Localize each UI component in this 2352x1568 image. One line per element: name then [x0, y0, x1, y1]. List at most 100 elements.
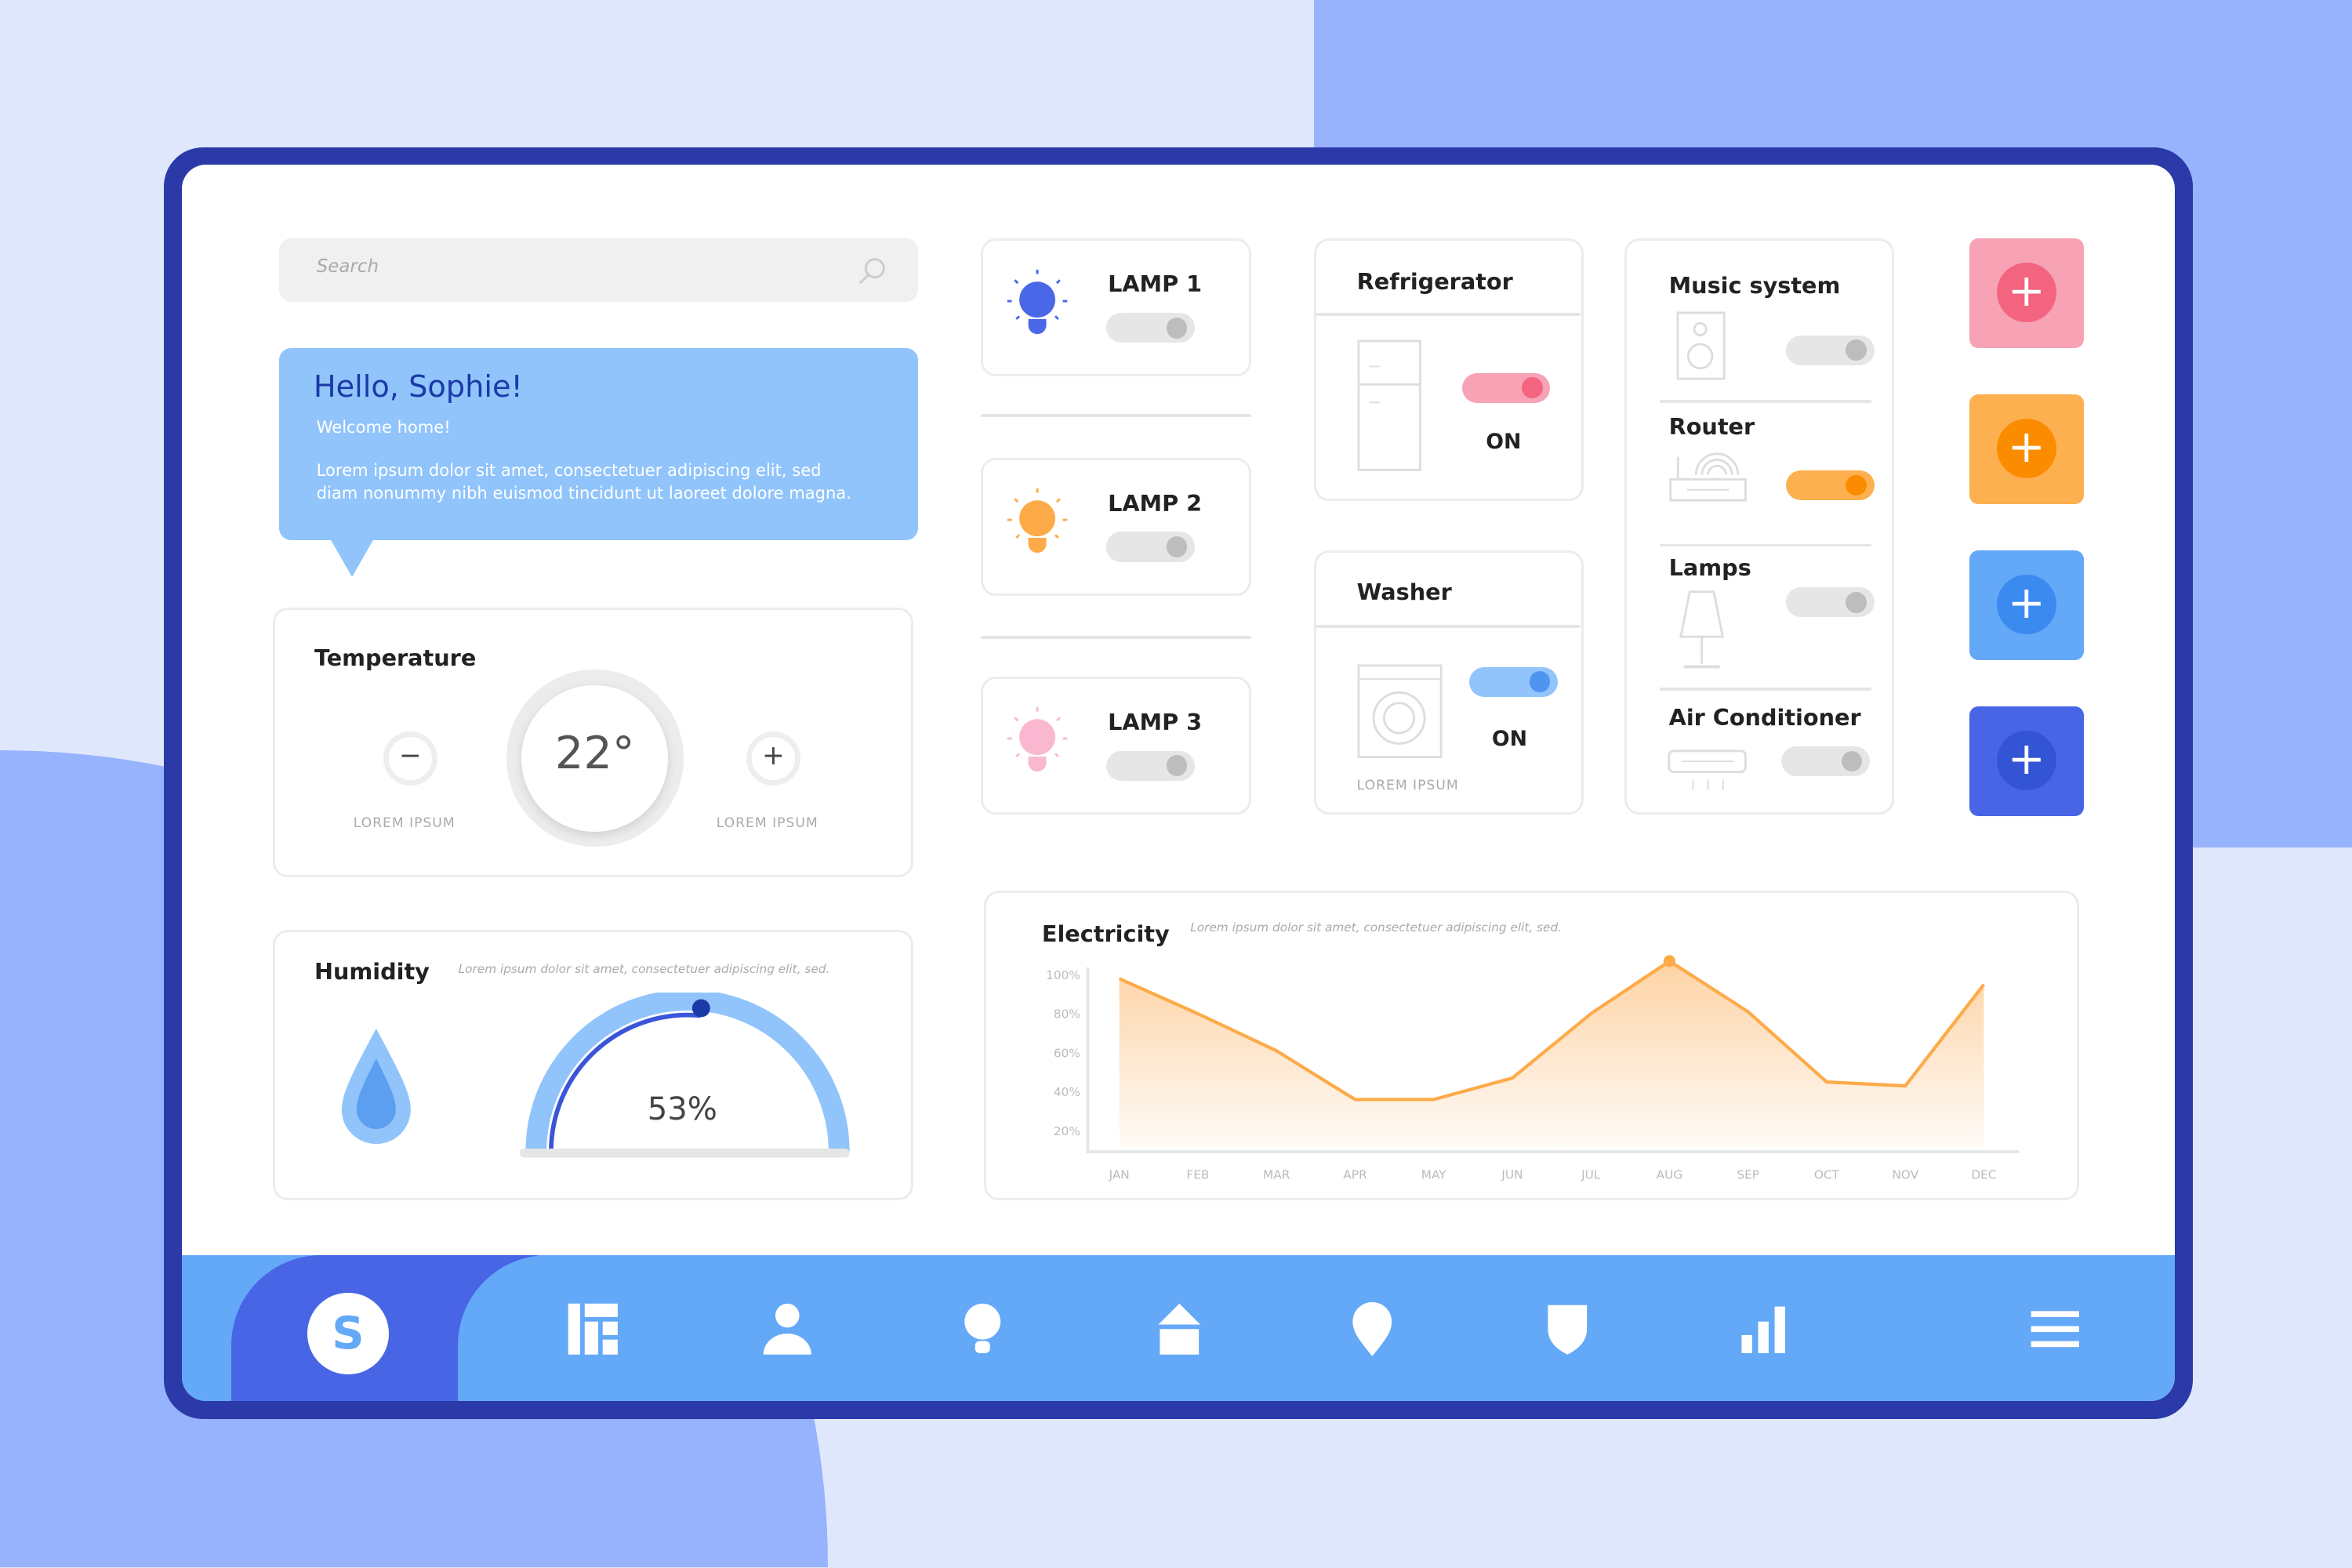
- plus-icon: +: [1996, 730, 2057, 791]
- device-label-router: Router: [1668, 413, 1755, 441]
- menu-icon[interactable]: [2025, 1299, 2085, 1359]
- greeting-subtitle: Welcome home!: [316, 416, 451, 437]
- data-point-highlight[interactable]: [1663, 955, 1675, 967]
- lamp-card: LAMP 2: [981, 457, 1251, 596]
- temperature-increase-button[interactable]: +: [746, 731, 800, 786]
- divider: [981, 414, 1251, 417]
- x-tick-label: AUG: [1656, 1168, 1682, 1182]
- lamp-label: LAMP 3: [1108, 709, 1203, 736]
- router-icon: [1669, 452, 1747, 502]
- lamp-toggle[interactable]: [1106, 532, 1196, 562]
- x-tick-label: JAN: [1108, 1168, 1129, 1182]
- add-device-button[interactable]: +: [1969, 706, 2084, 816]
- add-device-button[interactable]: +: [1969, 238, 2084, 348]
- music-system-toggle[interactable]: [1785, 335, 1875, 365]
- gauge-marker: [692, 999, 711, 1018]
- divider: [1316, 624, 1581, 628]
- greeting-bubble: Hello, Sophie! Welcome home! Lorem ipsum…: [278, 347, 918, 540]
- x-tick-label: NOV: [1892, 1168, 1918, 1182]
- search-icon[interactable]: [855, 255, 888, 288]
- add-device-button[interactable]: +: [1969, 550, 2084, 660]
- washer-toggle[interactable]: [1469, 666, 1559, 697]
- greeting-body: diam nonummy nibh euismod tincidunt ut l…: [316, 483, 851, 503]
- x-tick-label: APR: [1343, 1168, 1367, 1182]
- avatar[interactable]: S: [307, 1293, 389, 1374]
- electricity-chart: 100% 80% 60% 40% 20% JAN FEB MAR APR MAY JUN JUL AUG…: [1046, 955, 2020, 1182]
- gauge-level: [549, 1012, 702, 1152]
- dial-face: [521, 684, 669, 832]
- x-tick-label: MAR: [1263, 1168, 1290, 1182]
- humidity-value: 53%: [647, 1091, 717, 1128]
- light-bulb-icon: [1007, 707, 1068, 772]
- washer-card: Washer ON LOREM IPSUM: [1314, 550, 1584, 815]
- lamp-label: LAMP 2: [1108, 489, 1203, 517]
- washer-caption: LOREM IPSUM: [1356, 778, 1459, 794]
- x-tick-label: SEP: [1737, 1168, 1759, 1182]
- y-tick-label: 60%: [1054, 1047, 1080, 1061]
- avatar-letter: S: [332, 1307, 365, 1360]
- search-placeholder: Search: [316, 256, 379, 278]
- lamp-card: LAMP 1: [981, 238, 1251, 377]
- area-fill: [1119, 961, 1984, 1148]
- humidity-subtitle: Lorem ipsum dolor sit amet, consectetuer…: [458, 962, 830, 977]
- y-tick-label: 40%: [1054, 1086, 1080, 1100]
- lamps-toggle[interactable]: [1785, 587, 1875, 618]
- device-label-lamps: Lamps: [1668, 554, 1751, 582]
- router-toggle[interactable]: [1785, 470, 1875, 501]
- x-tick-label: MAY: [1421, 1168, 1446, 1182]
- chart-subtitle: Lorem ipsum dolor sit amet, consectetuer…: [1190, 920, 1563, 935]
- y-tick-label: 80%: [1054, 1007, 1080, 1022]
- divider: [1316, 313, 1581, 316]
- refrigerator-state: ON: [1486, 430, 1522, 455]
- divider: [1660, 543, 1871, 547]
- shield-icon[interactable]: [1537, 1299, 1598, 1359]
- humidity-title: Humidity: [314, 957, 430, 985]
- dashboard-icon[interactable]: [564, 1299, 624, 1359]
- bar-chart-icon[interactable]: [1733, 1299, 1793, 1359]
- refrigerator-title: Refrigerator: [1356, 267, 1513, 295]
- add-device-button[interactable]: +: [1969, 394, 2084, 504]
- gauge-track: [525, 992, 850, 1152]
- temperature-dial[interactable]: 22°: [506, 670, 684, 848]
- light-bulb-icon: [1007, 488, 1068, 554]
- lamp-card: LAMP 3: [981, 676, 1251, 815]
- greeting-body: Lorem ipsum dolor sit amet, consectetuer…: [316, 460, 822, 481]
- bulb-icon[interactable]: [953, 1299, 1013, 1359]
- home-icon[interactable]: [1149, 1299, 1210, 1359]
- air-conditioner-toggle[interactable]: [1781, 746, 1870, 777]
- bubble-tail: [329, 538, 374, 577]
- chart-title: Electricity: [1041, 920, 1170, 947]
- gauge-base: [520, 1148, 850, 1158]
- floor-lamp-icon: [1679, 590, 1725, 669]
- devices-card: Music system Router Lamps Air Conditione…: [1624, 238, 1895, 815]
- washer-icon: [1357, 664, 1443, 758]
- decrease-label: LOREM IPSUM: [353, 815, 456, 831]
- refrigerator-card: Refrigerator ON: [1314, 238, 1584, 502]
- humidity-card: Humidity Lorem ipsum dolor sit amet, con…: [273, 930, 914, 1200]
- x-tick-label: JUL: [1581, 1168, 1601, 1182]
- temperature-value: 22°: [554, 727, 635, 780]
- divider: [1660, 688, 1871, 691]
- location-pin-icon[interactable]: [1342, 1299, 1403, 1359]
- air-conditioner-icon: [1668, 750, 1747, 790]
- device-label-music-system: Music system: [1668, 272, 1841, 299]
- lamp-toggle[interactable]: [1106, 313, 1196, 343]
- light-bulb-icon: [1007, 269, 1068, 334]
- temperature-decrease-button[interactable]: −: [383, 731, 437, 786]
- temperature-title: Temperature: [314, 644, 477, 671]
- divider: [981, 636, 1251, 640]
- greeting-title: Hello, Sophie!: [313, 368, 523, 405]
- washer-state: ON: [1491, 727, 1528, 752]
- refrigerator-icon: [1357, 339, 1421, 472]
- refrigerator-toggle[interactable]: [1461, 372, 1551, 403]
- humidity-gauge: [520, 992, 850, 1158]
- divider: [1660, 400, 1871, 403]
- speaker-icon: [1676, 311, 1726, 380]
- lamp-toggle[interactable]: [1106, 750, 1196, 781]
- washer-title: Washer: [1356, 578, 1452, 605]
- search-input[interactable]: Search: [278, 238, 918, 302]
- lamp-label: LAMP 1: [1108, 270, 1203, 298]
- x-tick-label: FEB: [1186, 1168, 1209, 1182]
- user-icon[interactable]: [757, 1299, 818, 1359]
